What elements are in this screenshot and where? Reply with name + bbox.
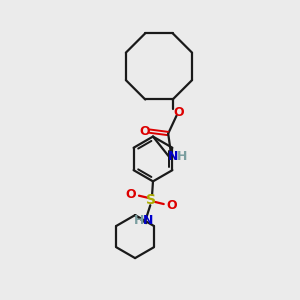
Text: N: N xyxy=(143,214,154,227)
Text: H: H xyxy=(176,150,187,163)
Text: O: O xyxy=(173,106,184,118)
Text: O: O xyxy=(140,124,150,138)
Text: S: S xyxy=(146,193,157,207)
Text: N: N xyxy=(167,150,178,163)
Text: O: O xyxy=(166,199,177,212)
Text: H: H xyxy=(134,214,144,227)
Text: O: O xyxy=(125,188,136,201)
